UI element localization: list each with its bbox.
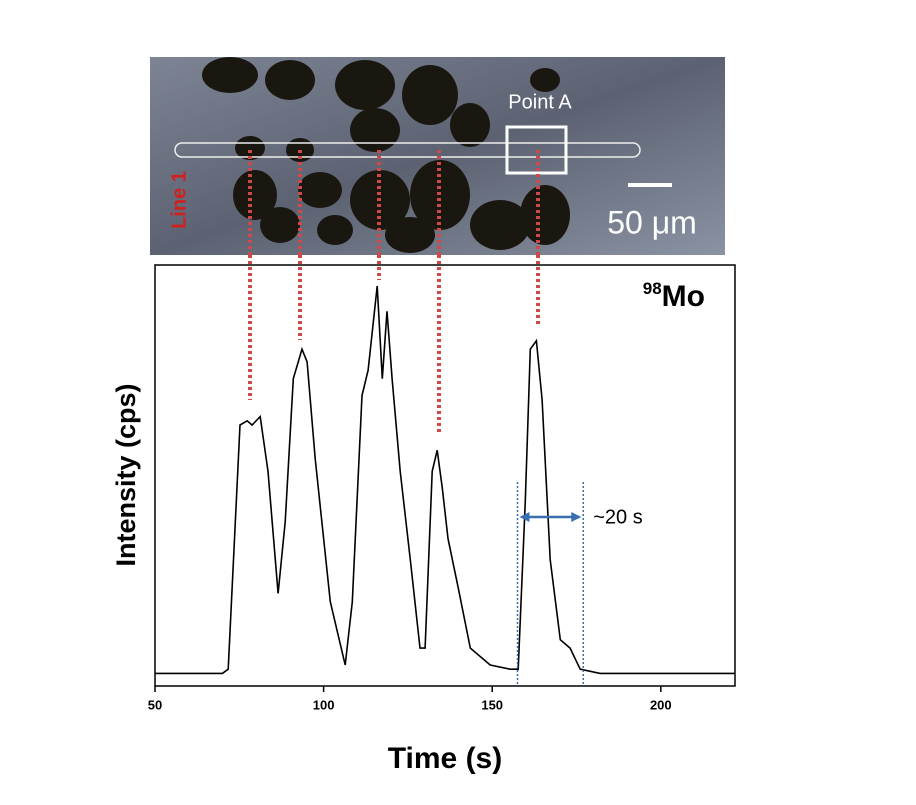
plot-frame: [154, 264, 736, 687]
x-tick-label: 200: [650, 697, 672, 712]
point-box: [505, 125, 568, 175]
scan-line: [174, 142, 641, 158]
micrograph: Point A Line 1 50 μm: [150, 57, 725, 255]
width-label: ~20 s: [593, 506, 642, 528]
x-axis-label: Time (s): [388, 742, 502, 775]
isotope-element: Mo: [662, 280, 705, 313]
connectors: [248, 150, 540, 432]
data-line: [155, 286, 735, 675]
particles: [202, 57, 570, 253]
isotope-label: 98Mo: [643, 279, 705, 312]
x-tick-label: 50: [148, 697, 162, 712]
x-tick-label: 150: [481, 697, 503, 712]
plot: 50 100 150 200 Time (s) Intensity (cps) ~20 s 9…: [111, 264, 736, 775]
y-axis-label: Intensity (cps): [111, 383, 141, 566]
point-label: Point A: [508, 91, 572, 113]
isotope-mass: 98: [643, 279, 662, 298]
line-label: Line 1: [168, 171, 190, 229]
x-tick-label: 100: [313, 697, 335, 712]
scale-label: 50 μm: [607, 204, 697, 240]
